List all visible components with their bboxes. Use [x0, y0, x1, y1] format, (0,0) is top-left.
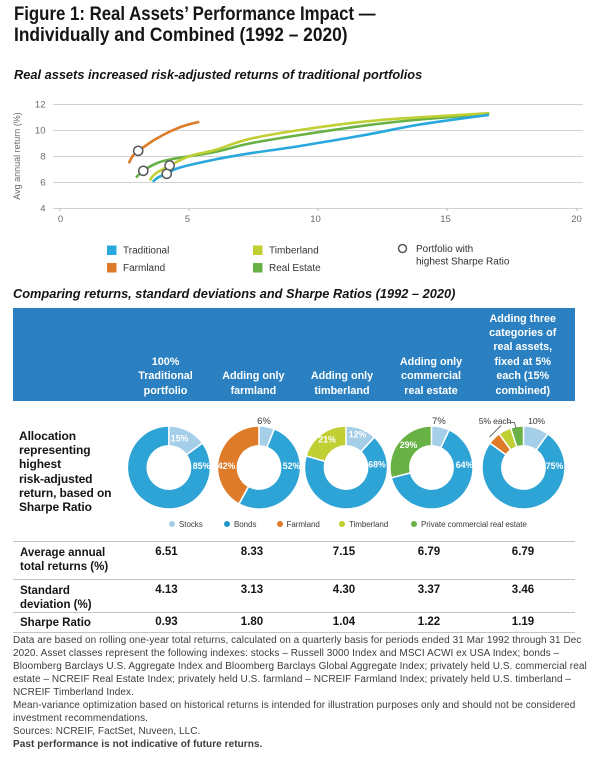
svg-text:6: 6 — [40, 178, 45, 189]
svg-text:68%: 68% — [368, 460, 386, 470]
svg-text:Farmland: Farmland — [123, 263, 165, 274]
svg-text:0: 0 — [58, 214, 63, 225]
svg-text:64%: 64% — [456, 460, 474, 470]
svg-text:6%: 6% — [257, 416, 271, 427]
svg-text:8: 8 — [40, 152, 45, 163]
svg-text:10: 10 — [35, 126, 46, 137]
svg-text:15%: 15% — [171, 434, 189, 444]
svg-text:7%: 7% — [432, 416, 446, 427]
svg-text:4: 4 — [40, 204, 45, 215]
svg-text:5% each: 5% each — [479, 416, 512, 426]
svg-text:15: 15 — [440, 214, 451, 225]
svg-text:10: 10 — [310, 214, 321, 225]
svg-text:Traditional: Traditional — [123, 246, 169, 257]
svg-text:12%: 12% — [349, 430, 367, 440]
svg-text:Portfolio with: Portfolio with — [416, 244, 473, 255]
svg-text:29%: 29% — [400, 440, 418, 450]
svg-text:85%: 85% — [193, 461, 211, 471]
svg-text:21%: 21% — [318, 435, 336, 445]
svg-text:Real Estate: Real Estate — [269, 263, 321, 274]
svg-text:42%: 42% — [218, 461, 236, 471]
svg-text:12: 12 — [35, 100, 46, 111]
svg-text:highest Sharpe Ratio: highest Sharpe Ratio — [416, 257, 510, 268]
svg-text:Avg annual return (%): Avg annual return (%) — [12, 112, 22, 199]
svg-text:20: 20 — [571, 214, 582, 225]
svg-text:5: 5 — [185, 214, 190, 225]
svg-text:10%: 10% — [528, 416, 545, 426]
svg-text:Timberland: Timberland — [269, 246, 319, 257]
svg-text:52%: 52% — [283, 461, 301, 471]
svg-text:75%: 75% — [546, 461, 564, 471]
